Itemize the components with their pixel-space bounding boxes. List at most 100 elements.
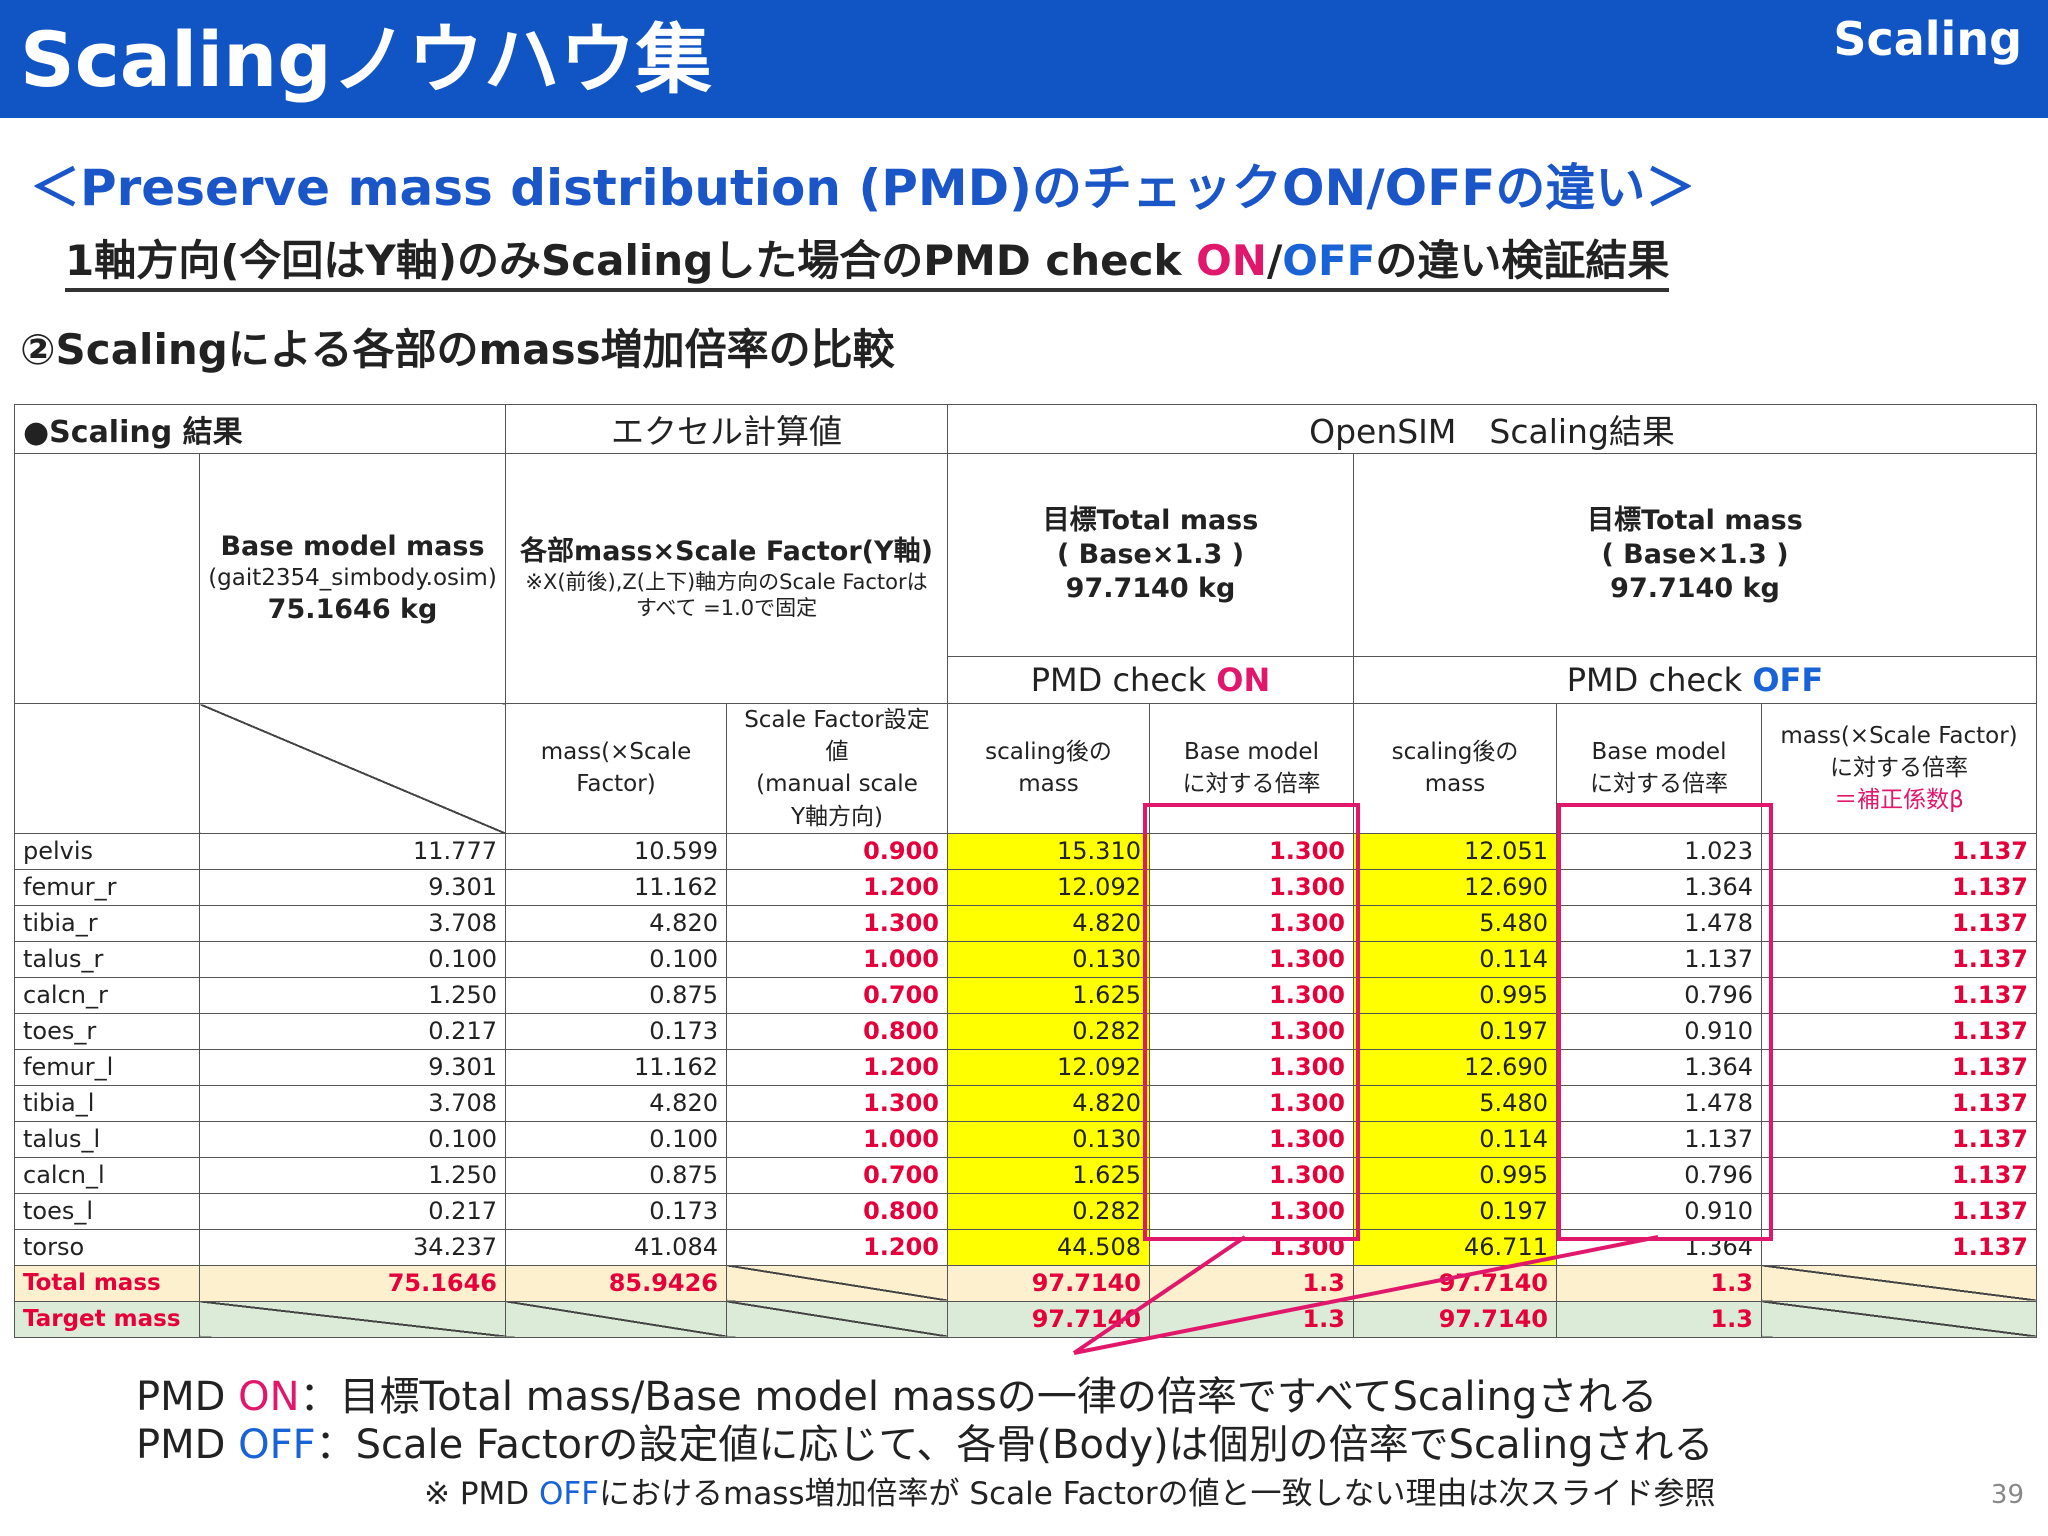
row-on-scaled-mass: 4.820 bbox=[947, 904, 1150, 942]
page-number: 39 bbox=[1990, 1480, 2024, 1510]
table-row: talus_l 0.100 0.100 1.000 0.130 1.300 0.114 1.1… bbox=[14, 1120, 2037, 1158]
row-scale-factor: 1.000 bbox=[726, 1120, 948, 1158]
excel-calc-note2: すべて =1.0で固定 bbox=[635, 596, 818, 621]
base-model-file: (gait2354_simbody.osim) bbox=[208, 565, 497, 592]
target-formula: ( Base×1.3 ) bbox=[1056, 539, 1245, 571]
row-off-ratio: 1.137 bbox=[1556, 940, 1762, 978]
line: (manual scale bbox=[756, 771, 918, 798]
pmd-prefix: PMD check bbox=[1566, 661, 1753, 699]
row-name: pelvis bbox=[14, 832, 200, 870]
row-scale-factor: 1.300 bbox=[726, 1084, 948, 1122]
row-base-mass: 3.708 bbox=[199, 1084, 506, 1122]
row-name: talus_l bbox=[14, 1120, 200, 1158]
row-off-ratio: 1.478 bbox=[1556, 904, 1762, 942]
row-on-ratio: 1.300 bbox=[1149, 976, 1354, 1014]
note-pmd-off: PMD OFF：Scale Factorの設定値に応じて、各骨(Body)は個別… bbox=[136, 1412, 1713, 1470]
note-off-state: OFF bbox=[238, 1422, 316, 1468]
row-beta: 1.137 bbox=[1761, 1120, 2037, 1158]
line: に対する倍率 bbox=[1182, 771, 1321, 798]
row-beta: 1.137 bbox=[1761, 940, 2037, 978]
row-off-scaled-mass: 0.197 bbox=[1353, 1192, 1557, 1230]
subtitle-suffix: の違い検証結果 bbox=[1375, 236, 1670, 285]
row-beta: 1.137 bbox=[1761, 1048, 2037, 1086]
line: scaling後の bbox=[985, 739, 1112, 766]
line: に対する倍率 bbox=[1590, 771, 1728, 798]
off-scaled-mass-header: scaling後の mass bbox=[1353, 703, 1557, 834]
table-row: calcn_l 1.250 0.875 0.700 1.625 1.300 0.995 0.7… bbox=[14, 1156, 2037, 1194]
row-scale-factor: 0.900 bbox=[726, 832, 948, 870]
note-text: ：目標Total mass/Base model massの一律の倍率ですべてS… bbox=[299, 1374, 1658, 1420]
table-row: femur_l 9.301 11.162 1.200 12.092 1.300 12.690… bbox=[14, 1048, 2037, 1086]
row-off-scaled-mass: 0.995 bbox=[1353, 976, 1557, 1014]
note-text: ：Scale Factorの設定値に応じて、各骨(Body)は個別の倍率でSca… bbox=[315, 1422, 1714, 1468]
row-scale-factor: 0.700 bbox=[726, 1156, 948, 1194]
target-title: 目標Total mass bbox=[1587, 505, 1803, 537]
excel-calc-note1: ※X(前後),Z(上下)軸方向のScale Factorは bbox=[525, 570, 928, 595]
row-beta: 1.137 bbox=[1761, 868, 2037, 906]
row-on-ratio: 1.300 bbox=[1149, 1156, 1354, 1194]
row-name: calcn_r bbox=[14, 976, 200, 1014]
target-title: 目標Total mass bbox=[1042, 505, 1259, 537]
row-mass-x-sf: 4.820 bbox=[505, 904, 727, 942]
row-off-scaled-mass: 0.197 bbox=[1353, 1012, 1557, 1050]
subtitle-verification: 1軸方向(今回はY軸)のみScalingした場合のPMD check ON/OF… bbox=[65, 234, 1670, 292]
target-mass-header-off: 目標Total mass ( Base×1.3 ) 97.7140 kg bbox=[1353, 453, 2037, 657]
row-beta: 1.137 bbox=[1761, 1192, 2037, 1230]
row-on-scaled-mass: 1.625 bbox=[947, 976, 1150, 1014]
row-off-scaled-mass: 5.480 bbox=[1353, 1084, 1557, 1122]
row-off-scaled-mass: 12.690 bbox=[1353, 1048, 1557, 1086]
line: scaling後の bbox=[1391, 739, 1519, 766]
table-row: femur_r 9.301 11.162 1.200 12.092 1.300 12.690… bbox=[14, 868, 2037, 906]
note-off-state: OFF bbox=[539, 1476, 600, 1512]
off-label: OFF bbox=[1282, 236, 1376, 285]
row-beta: 1.137 bbox=[1761, 832, 2037, 870]
total-label: Total mass bbox=[14, 1264, 200, 1302]
row-off-scaled-mass: 12.690 bbox=[1353, 868, 1557, 906]
row-name: calcn_l bbox=[14, 1156, 200, 1194]
row-on-ratio: 1.300 bbox=[1149, 1048, 1354, 1086]
row-on-ratio: 1.300 bbox=[1149, 1012, 1354, 1050]
target-value: 97.7140 kg bbox=[1610, 572, 1780, 604]
excel-calc-header: 各部mass×Scale Factor(Y軸) ※X(前後),Z(上下)軸方向の… bbox=[505, 453, 948, 704]
scale-factor-header: Scale Factor設定値 (manual scale Y軸方向) bbox=[726, 703, 948, 834]
diagonal-cell bbox=[726, 1264, 948, 1302]
off-ratio-header: Base model に対する倍率 bbox=[1556, 703, 1762, 834]
row-scale-factor: 0.700 bbox=[726, 976, 948, 1014]
opensim-section-header: OpenSIM Scaling結果 bbox=[947, 404, 2037, 454]
row-mass-x-sf: 11.162 bbox=[505, 1048, 727, 1086]
beta-header: mass(×Scale Factor) に対する倍率 ＝補正係数β bbox=[1761, 703, 2037, 834]
pmd-off-state: OFF bbox=[1752, 661, 1824, 699]
subtitle-comparison: ②Scalingによる各部のmass増加倍率の比較 bbox=[20, 325, 895, 374]
target-on-ratio: 1.3 bbox=[1149, 1300, 1354, 1338]
row-on-scaled-mass: 0.282 bbox=[947, 1192, 1150, 1230]
row-mass-x-sf: 4.820 bbox=[505, 1084, 727, 1122]
row-off-ratio: 0.910 bbox=[1556, 1012, 1762, 1050]
diagonal-cell bbox=[199, 703, 506, 834]
row-base-mass: 1.250 bbox=[199, 1156, 506, 1194]
row-on-scaled-mass: 1.625 bbox=[947, 1156, 1150, 1194]
corner-label: ●Scaling 結果 bbox=[14, 404, 506, 454]
row-scale-factor: 0.800 bbox=[726, 1192, 948, 1230]
row-on-scaled-mass: 0.130 bbox=[947, 940, 1150, 978]
pmd-on-ratio-highlight bbox=[1143, 803, 1360, 1241]
row-on-scaled-mass: 15.310 bbox=[947, 832, 1150, 870]
header-bar: Scalingノウハウ集 Scaling bbox=[0, 0, 2048, 118]
row-base-mass: 0.100 bbox=[199, 940, 506, 978]
total-mass: 85.9426 bbox=[505, 1264, 727, 1302]
row-off-ratio: 0.796 bbox=[1556, 976, 1762, 1014]
row-mass-x-sf: 0.100 bbox=[505, 940, 727, 978]
subtitle-prefix: 1軸方向(今回はY軸)のみScalingした場合のPMD check bbox=[65, 236, 1197, 285]
line: mass bbox=[1018, 771, 1079, 798]
row-name: femur_l bbox=[14, 1048, 200, 1086]
target-mass-header-on: 目標Total mass ( Base×1.3 ) 97.7140 kg bbox=[947, 453, 1354, 657]
row-base-mass: 9.301 bbox=[199, 1048, 506, 1086]
row-off-ratio: 1.364 bbox=[1556, 1048, 1762, 1086]
row-mass-x-sf: 10.599 bbox=[505, 832, 727, 870]
row-off-scaled-mass: 0.114 bbox=[1353, 1120, 1557, 1158]
note-reference: ※ PMD OFFにおけるmass増加倍率が Scale Factorの値と一致… bbox=[424, 1468, 1716, 1513]
row-base-mass: 1.250 bbox=[199, 976, 506, 1014]
base-mass-title: Base model mass bbox=[220, 531, 485, 563]
row-mass-x-sf: 0.100 bbox=[505, 1120, 727, 1158]
total-on-ratio: 1.3 bbox=[1149, 1264, 1354, 1302]
table-row: pelvis 11.777 10.599 0.900 15.310 1.300 12.051… bbox=[14, 832, 2037, 870]
